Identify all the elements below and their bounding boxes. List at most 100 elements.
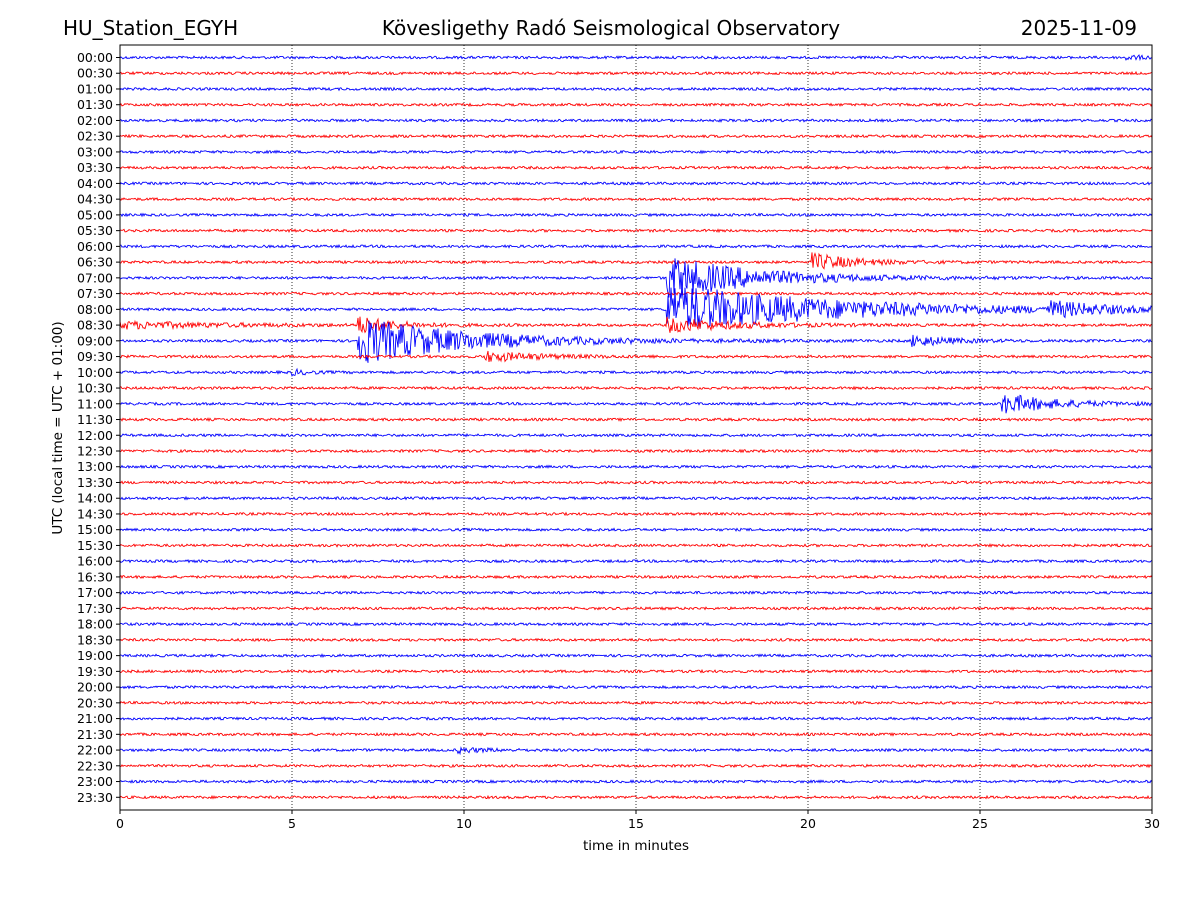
trace-0200 [119, 118, 1153, 123]
y-tick-label: 22:00 [77, 743, 113, 758]
y-tick-label: 01:30 [77, 97, 113, 112]
y-tick-label: 14:30 [77, 506, 113, 521]
y-tick-label: 21:30 [77, 727, 113, 742]
trace-0800 [119, 284, 1153, 329]
trace-0330 [119, 165, 1153, 171]
y-tick-label: 15:30 [77, 538, 113, 553]
x-tick-label: 5 [288, 816, 296, 831]
y-tick-label: 21:00 [77, 711, 113, 726]
y-tick-label: 19:00 [77, 648, 113, 663]
y-tick-label: 23:00 [77, 774, 113, 789]
trace-1000 [119, 367, 1153, 377]
y-tick-label: 05:30 [77, 223, 113, 238]
y-tick-label: 10:00 [77, 365, 113, 380]
trace-2330 [119, 794, 1153, 800]
x-tick-label: 0 [116, 816, 124, 831]
trace-1230 [119, 448, 1153, 454]
trace-2200 [119, 746, 1153, 756]
y-tick-label: 18:30 [77, 632, 113, 647]
trace-0530 [119, 228, 1153, 234]
y-tick-label: 05:00 [77, 207, 113, 222]
trace-0930 [119, 350, 1153, 363]
trace-2030 [119, 700, 1153, 706]
trace-0500 [119, 212, 1153, 218]
trace-1430 [119, 511, 1153, 517]
y-tick-label: 01:00 [77, 81, 113, 96]
y-tick-label: 02:30 [77, 129, 113, 144]
y-tick-label: 08:30 [77, 318, 113, 333]
trace-1500 [119, 527, 1153, 533]
trace-2000 [119, 684, 1153, 690]
trace-0100 [119, 86, 1153, 92]
trace-1800 [119, 621, 1153, 627]
y-tick-label: 20:30 [77, 695, 113, 710]
y-tick-label: 04:00 [77, 176, 113, 191]
trace-0030 [119, 70, 1153, 76]
y-tick-label: 03:00 [77, 144, 113, 159]
y-tick-label: 02:00 [77, 113, 113, 128]
y-tick-label: 16:00 [77, 554, 113, 569]
y-tick-label: 12:00 [77, 428, 113, 443]
trace-0000 [119, 54, 1153, 62]
x-tick-label: 30 [1144, 816, 1160, 831]
y-axis-ticks: 00:0000:3001:0001:3002:0002:3003:0003:30… [77, 50, 120, 805]
trace-0230 [119, 133, 1153, 139]
y-tick-label: 22:30 [77, 758, 113, 773]
y-tick-label: 00:30 [77, 66, 113, 81]
trace-2100 [119, 716, 1153, 721]
y-tick-label: 17:30 [77, 601, 113, 616]
x-axis-label: time in minutes [583, 838, 689, 854]
y-tick-label: 10:30 [77, 381, 113, 396]
trace-1630 [119, 574, 1153, 580]
y-tick-label: 13:30 [77, 475, 113, 490]
trace-1130 [119, 417, 1153, 423]
y-tick-label: 17:00 [77, 585, 113, 600]
trace-0830 [119, 316, 1153, 334]
trace-1830 [119, 637, 1153, 643]
y-tick-label: 11:30 [77, 412, 113, 427]
trace-1730 [119, 606, 1153, 611]
y-tick-label: 23:30 [77, 790, 113, 805]
y-tick-label: 07:30 [77, 286, 113, 301]
trace-1200 [119, 432, 1153, 438]
y-tick-label: 16:30 [77, 569, 113, 584]
y-tick-label: 12:30 [77, 444, 113, 459]
trace-1930 [119, 668, 1153, 674]
trace-1530 [119, 543, 1153, 548]
y-tick-label: 09:00 [77, 333, 113, 348]
trace-0400 [119, 181, 1153, 186]
date-label: 2025-11-09 [1021, 16, 1137, 40]
trace-0900 [119, 320, 1153, 363]
x-tick-label: 25 [972, 816, 988, 831]
x-axis-ticks: 0 5 10 15 20 25 30 [116, 810, 1160, 831]
trace-1600 [119, 558, 1153, 564]
trace-1330 [119, 480, 1153, 485]
y-tick-label: 03:30 [77, 160, 113, 175]
y-tick-label: 13:00 [77, 459, 113, 474]
y-tick-label: 11:00 [77, 396, 113, 411]
y-tick-label: 08:00 [77, 302, 113, 317]
y-tick-label: 06:30 [77, 255, 113, 270]
seismic-traces [119, 54, 1153, 800]
trace-1300 [119, 464, 1153, 470]
trace-2230 [119, 763, 1153, 769]
y-tick-label: 14:00 [77, 491, 113, 506]
trace-1030 [119, 385, 1153, 391]
trace-0300 [119, 149, 1153, 155]
trace-1400 [119, 495, 1153, 501]
y-tick-label: 18:00 [77, 617, 113, 632]
trace-2130 [119, 731, 1153, 737]
trace-0700 [119, 258, 1153, 298]
y-tick-label: 06:00 [77, 239, 113, 254]
trace-0600 [119, 244, 1153, 249]
y-tick-label: 09:30 [77, 349, 113, 364]
trace-1900 [119, 653, 1153, 659]
trace-0130 [119, 102, 1153, 108]
trace-1700 [119, 590, 1153, 596]
y-tick-label: 19:30 [77, 664, 113, 679]
y-axis-label: UTC (local time = UTC + 01:00) [50, 321, 66, 534]
x-tick-label: 10 [456, 816, 472, 831]
y-tick-label: 15:00 [77, 522, 113, 537]
station-label: HU_Station_EGYH [63, 16, 238, 40]
